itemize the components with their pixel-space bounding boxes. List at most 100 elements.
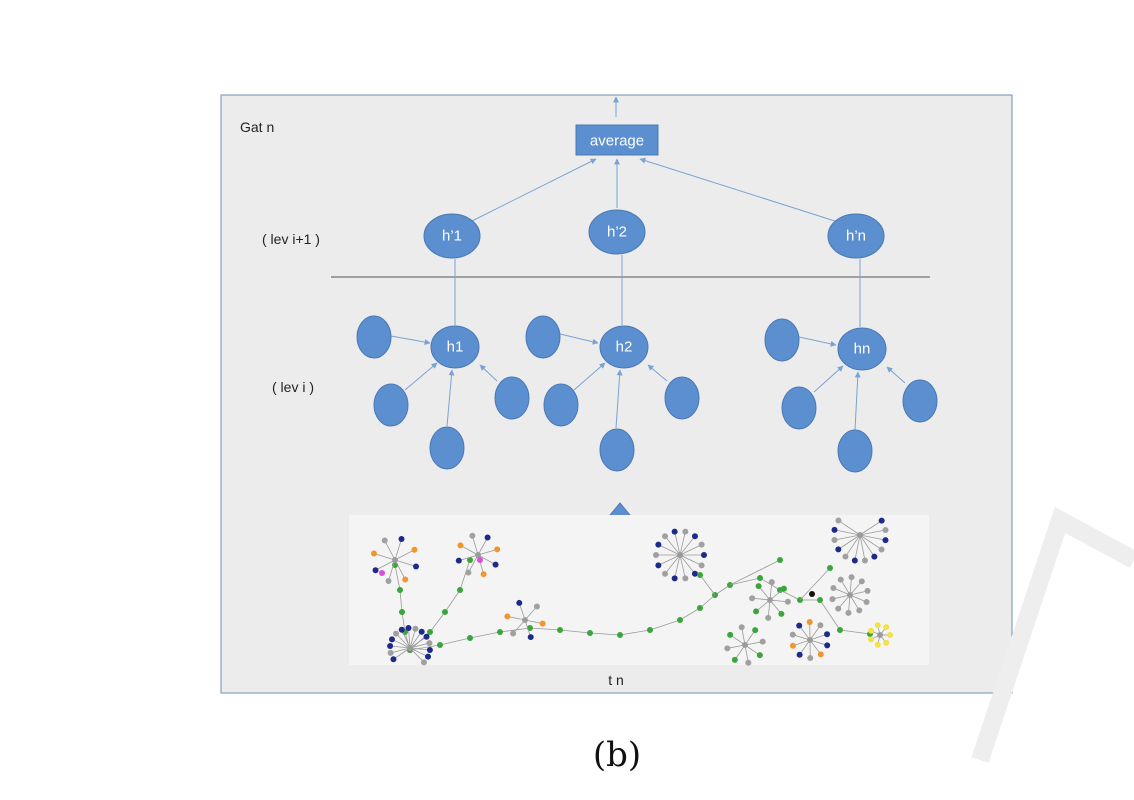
graph-node: [845, 609, 852, 616]
upper-node-2-label: h’2: [607, 224, 627, 241]
center-node-hn: [837, 327, 887, 371]
input-graph-image: [349, 515, 929, 666]
graph-node: [457, 587, 463, 593]
graph-node: [829, 596, 836, 603]
graph-node: [477, 557, 483, 563]
edge-h1p-average: [469, 158, 597, 223]
neighbor-node: [664, 376, 700, 420]
edge-hnp-average: [639, 157, 839, 223]
graph-node: [370, 550, 377, 557]
graph-node: [405, 625, 412, 632]
graph-node: [784, 598, 791, 605]
graph-node: [418, 628, 425, 635]
graph-node: [789, 631, 796, 638]
graph-node: [413, 563, 420, 570]
frame-title: Gat n: [240, 119, 274, 135]
graph-node: [677, 617, 683, 623]
graph-node: [789, 642, 796, 649]
graph-node: [837, 576, 844, 583]
graph-node: [655, 562, 662, 569]
graph-node: [856, 607, 863, 614]
graph-node: [698, 541, 705, 548]
graph-node: [701, 552, 707, 558]
graph-node: [824, 631, 831, 638]
graph-node: [864, 587, 871, 594]
neighbor-node: [525, 315, 561, 359]
center-node-h2: [599, 325, 649, 369]
graph-node: [655, 541, 662, 548]
level-upper-label: ( lev i+1 ): [262, 231, 320, 247]
cluster-n: hn: [764, 318, 938, 473]
graph-node: [837, 627, 843, 633]
graph-node: [617, 632, 623, 638]
graph-node: [379, 570, 385, 576]
graph-node: [442, 609, 448, 615]
graph-node: [402, 576, 409, 583]
graph-node: [398, 626, 405, 633]
graph-node: [557, 627, 563, 633]
graph-node: [697, 605, 703, 611]
graph-node: [835, 517, 842, 524]
graph-node: [387, 649, 394, 656]
graph-node: [835, 546, 842, 553]
neighbor-node: [837, 429, 873, 473]
graph-node: [390, 656, 397, 663]
graph-node: [426, 640, 433, 647]
graph-node: [759, 638, 766, 645]
neighbor-node: [356, 315, 392, 359]
graph-node: [878, 517, 885, 524]
graph-node: [796, 651, 803, 658]
cluster-2: h2: [525, 315, 700, 472]
neighbor-node: [494, 376, 530, 420]
graph-node: [831, 536, 838, 543]
neighbor-node: [781, 386, 817, 430]
center-node-h1: [430, 325, 480, 369]
graph-node: [455, 557, 462, 564]
graph-node: [467, 635, 473, 641]
graph-node: [697, 572, 703, 578]
neighbor-node: [599, 428, 635, 472]
graph-node: [647, 627, 653, 633]
graph-node: [467, 557, 473, 563]
graph-node: [412, 625, 419, 632]
graph-node: [871, 553, 878, 560]
graph-node: [372, 567, 379, 574]
graph-node: [809, 591, 815, 597]
graph-node: [796, 622, 803, 629]
graph-node: [731, 656, 738, 663]
upper-node-1-label: h’1: [442, 228, 462, 245]
graph-node: [883, 624, 890, 631]
graph-node: [423, 633, 430, 640]
graph-node: [387, 643, 394, 650]
graph-node: [698, 562, 705, 569]
graph-node: [830, 584, 837, 591]
graph-node: [393, 630, 400, 637]
graph-art: [370, 517, 893, 666]
level-lower-label: ( lev i ): [272, 379, 314, 395]
graph-node: [768, 579, 775, 586]
graph-node: [882, 537, 889, 544]
graph-node: [778, 610, 785, 617]
graph-node: [682, 575, 689, 582]
graph-node: [381, 537, 388, 544]
graph-node: [533, 603, 540, 610]
center-node-h2-label: h2: [616, 339, 633, 356]
graph-node: [484, 534, 491, 541]
graph-node: [745, 659, 752, 666]
graph-node: [691, 533, 698, 540]
graph-node: [831, 526, 838, 533]
graph-node: [756, 652, 763, 659]
graph-node: [765, 614, 772, 621]
graph-node: [426, 646, 433, 653]
graph-node: [878, 546, 885, 553]
graph-node: [437, 642, 443, 648]
graph-node: [539, 620, 546, 627]
graph-node: [671, 575, 678, 582]
neighbor-node: [373, 383, 409, 427]
graph-node: [753, 608, 760, 615]
graph-node: [848, 574, 855, 581]
top-caption-fragment: ( ): [599, 0, 636, 3]
graph-node: [587, 630, 593, 636]
graph-node: [752, 627, 759, 634]
